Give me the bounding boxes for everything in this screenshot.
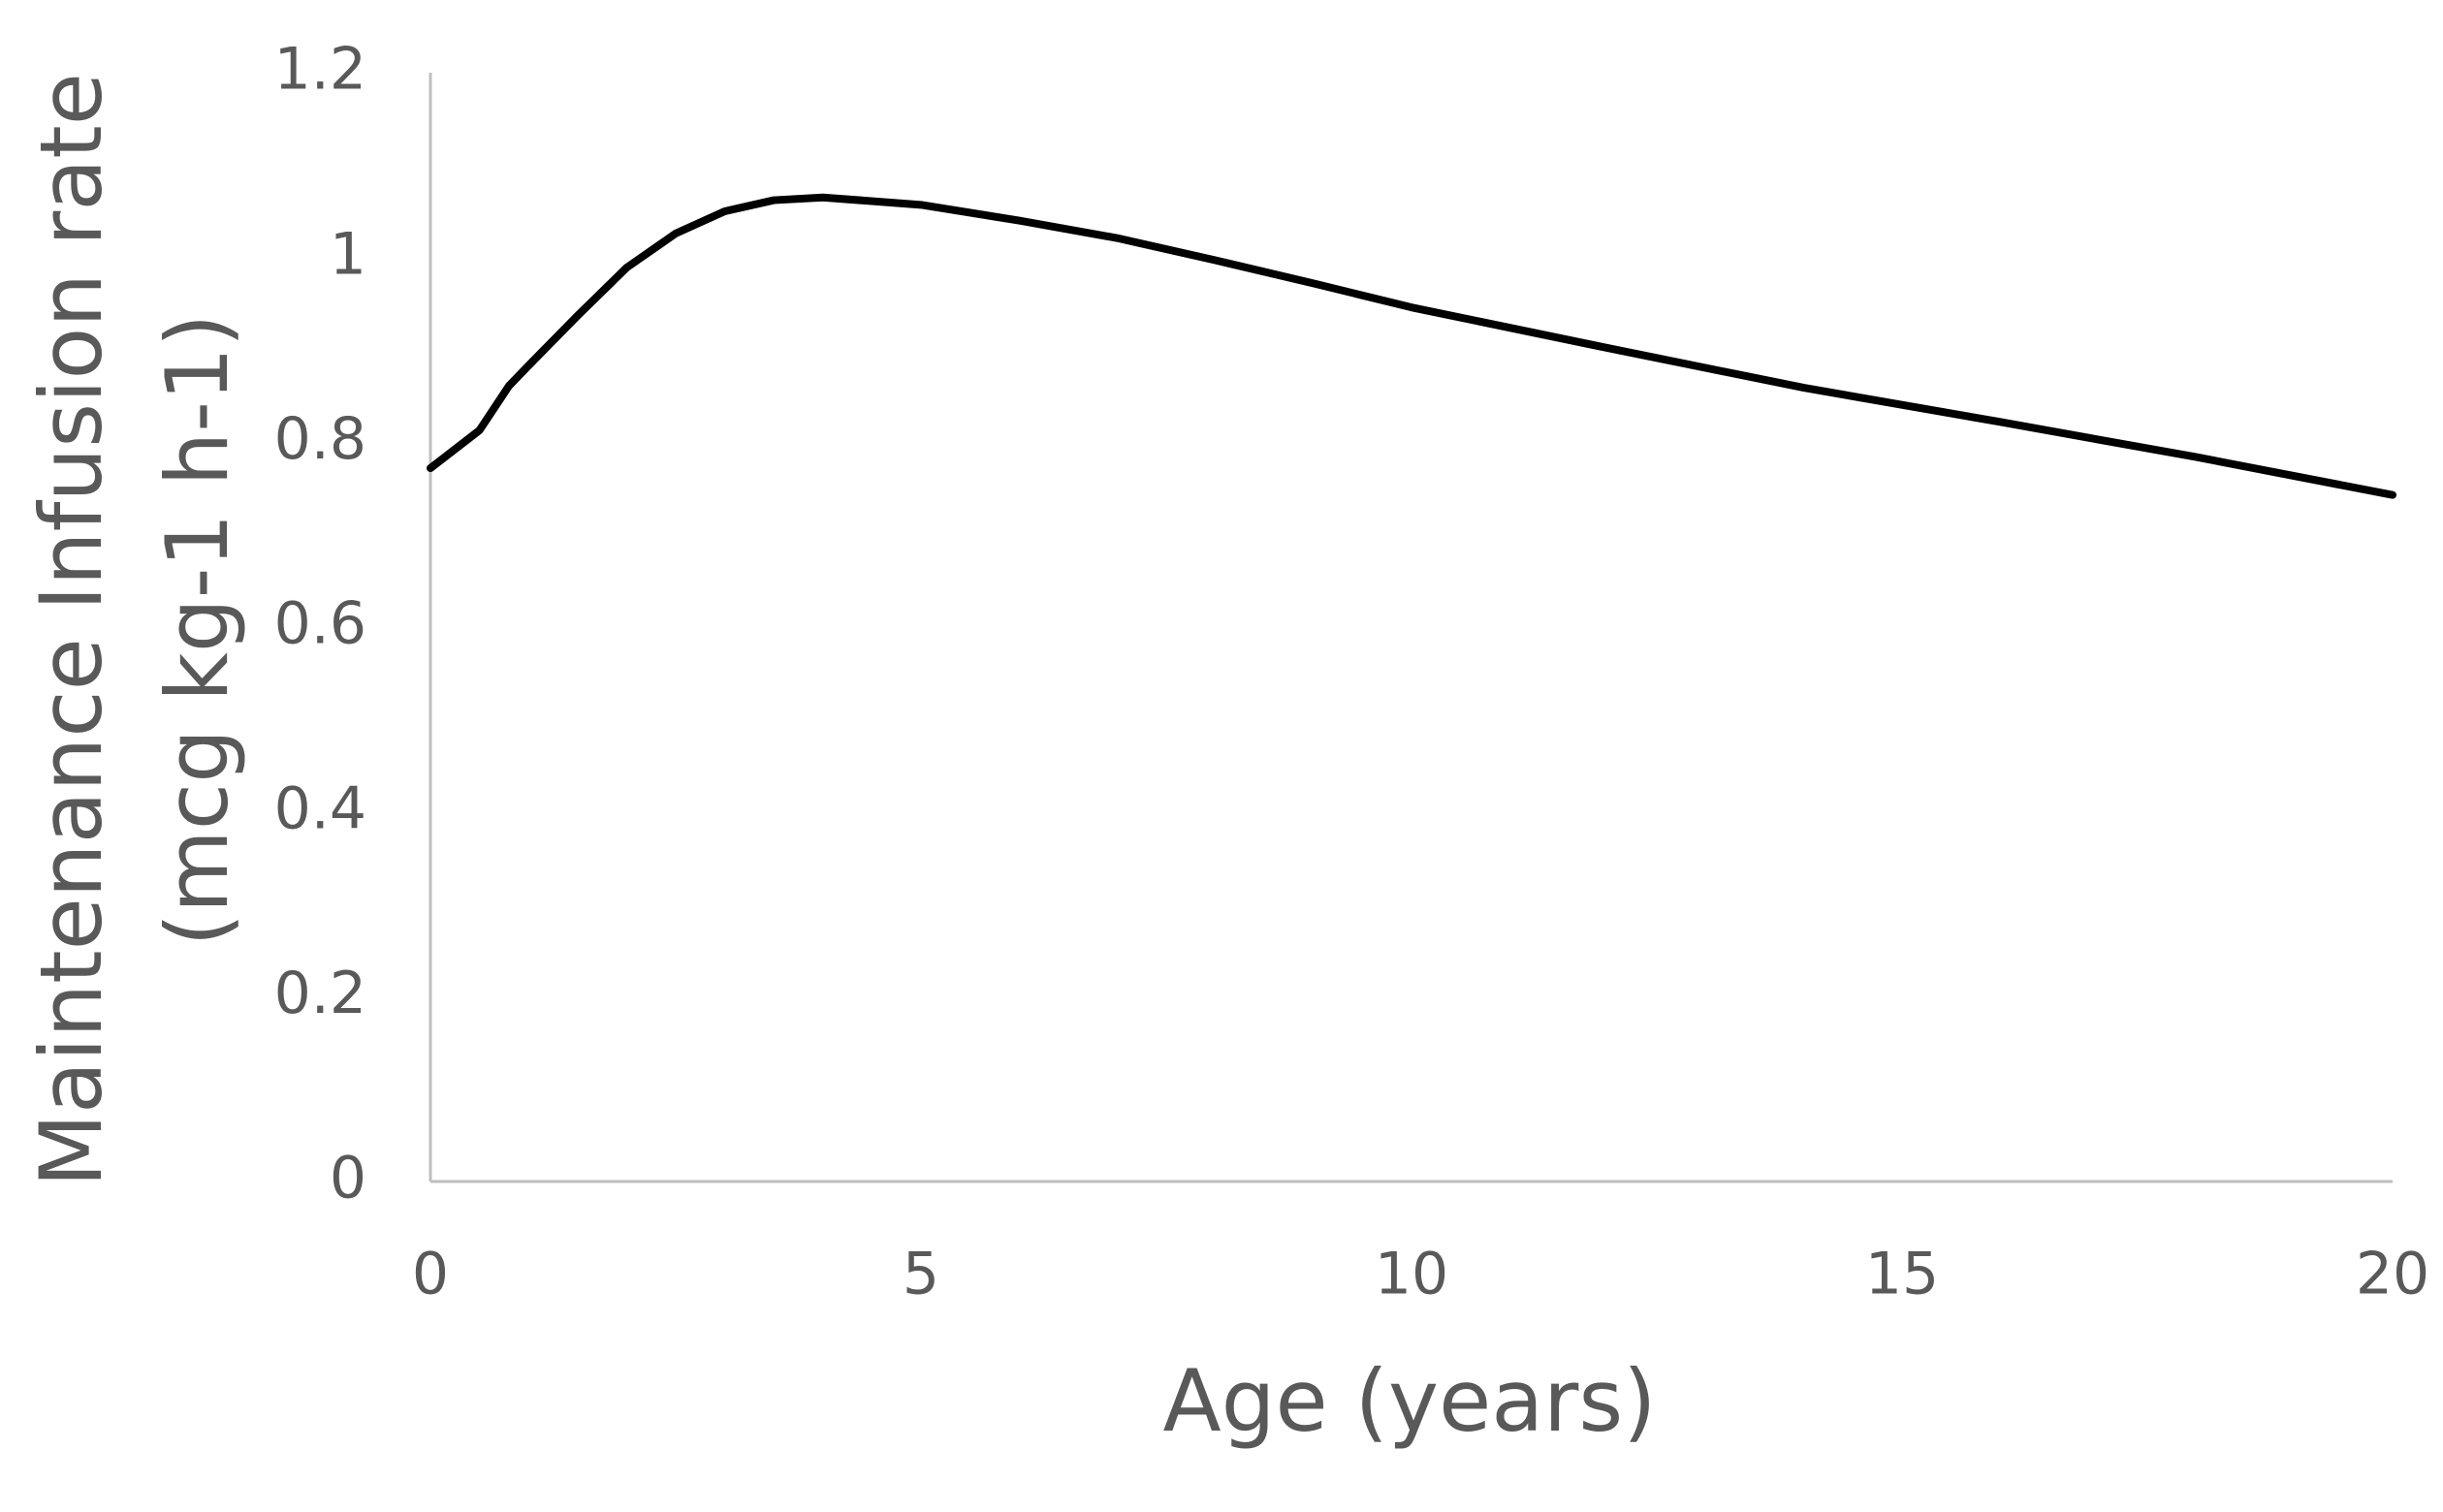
y-tick-label: 0.4 bbox=[274, 774, 366, 842]
y-tick-label: 0.2 bbox=[274, 960, 366, 1027]
x-tick-label: 15 bbox=[1865, 1241, 1939, 1308]
x-tick-label: 20 bbox=[2356, 1241, 2429, 1308]
y-axis-title: Maintenance Infusion rate bbox=[21, 73, 121, 1187]
x-tick-label: 5 bbox=[903, 1241, 939, 1308]
data-line bbox=[427, 193, 2396, 499]
x-tick-label: 10 bbox=[1375, 1241, 1448, 1308]
x-axis-title: Age (years) bbox=[1162, 1351, 1656, 1451]
y-tick-label: 1 bbox=[330, 220, 366, 288]
x-tick-label: 0 bbox=[412, 1241, 449, 1308]
y-tick-label: 1.2 bbox=[274, 36, 366, 104]
y-tick-label: 0.8 bbox=[274, 405, 366, 473]
y-axis-title: (mcg kg-1 h-1) bbox=[147, 314, 247, 947]
y-tick-label: 0.6 bbox=[274, 590, 366, 658]
y-tick-label: 0 bbox=[330, 1145, 366, 1213]
